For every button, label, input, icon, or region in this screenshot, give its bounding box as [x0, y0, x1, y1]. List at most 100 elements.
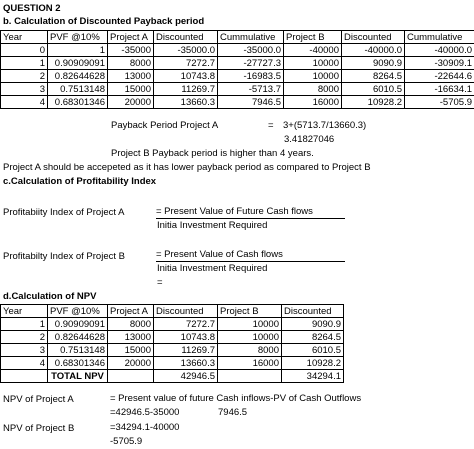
- header-cell: Discounted: [281, 304, 344, 318]
- cell-cumulative-a: -5713.7: [217, 82, 284, 96]
- cell-year: 4: [0, 95, 48, 109]
- cell-discounted-b: 8264.5: [281, 330, 344, 344]
- cell-discounted-b: 6010.5: [281, 343, 344, 357]
- header-cell: Project A: [107, 30, 154, 44]
- table-header-row: Year PVF @10% Project A Discounted Cummu…: [0, 30, 474, 44]
- cell-project-b: 10000: [217, 317, 282, 331]
- cell-cumulative-b: -30909.1: [404, 56, 474, 70]
- cell-discounted-a: 10743.8: [153, 330, 218, 344]
- question-title: QUESTION 2: [3, 3, 61, 14]
- cell-discounted-b: 8264.5: [341, 69, 405, 83]
- pi-a-denominator: Initia Investment Required: [157, 220, 268, 231]
- cell-project-a: 15000: [107, 82, 154, 96]
- table-header-row: Year PVF @10% Project A Discounted Proje…: [0, 304, 344, 318]
- cell-discounted-a: -35000.0: [153, 43, 218, 57]
- cell-pvf: 0.7513148: [47, 82, 108, 96]
- npv-formula: = Present value of future Cash inflows-P…: [110, 393, 362, 404]
- cell-year: 1: [0, 317, 48, 331]
- cell-project-b: 8000: [283, 82, 342, 96]
- cell-empty: [217, 369, 282, 383]
- table-row: 4 0.68301346 20000 13660.3 16000 10928.2: [0, 356, 344, 370]
- table-row: 0 1 -35000 -35000.0 -35000.0 -40000 -400…: [0, 43, 474, 57]
- pi-b-equals: =: [157, 277, 163, 288]
- cell-pvf: 0.82644628: [47, 69, 108, 83]
- cell-year: 4: [0, 356, 48, 370]
- header-cell: Discounted: [153, 30, 218, 44]
- cell-discounted-a: 11269.7: [153, 82, 218, 96]
- cell-cumulative-a: -27727.3: [217, 56, 284, 70]
- cell-discounted-a: 11269.7: [153, 343, 218, 357]
- project-b-payback-note: Project B Payback period is higher than …: [111, 148, 314, 159]
- cell-project-a: 13000: [107, 69, 154, 83]
- cell-project-b: 16000: [283, 95, 342, 109]
- payback-equals: =: [268, 120, 274, 131]
- cell-pvf: 0.82644628: [47, 330, 108, 344]
- cell-project-b: 10000: [283, 69, 342, 83]
- cell-year: 2: [0, 69, 48, 83]
- cell-pvf: 0.68301346: [47, 95, 108, 109]
- npv-a-label: NPV of Project A: [3, 394, 74, 405]
- cell-discounted-b: 10928.2: [341, 95, 405, 109]
- section-d-title: d.Calculation of NPV: [3, 291, 97, 302]
- cell-pvf: 0.90909091: [47, 317, 108, 331]
- cell-empty: [0, 369, 48, 383]
- cell-cumulative-b: -16634.1: [404, 82, 474, 96]
- cell-project-b: 10000: [283, 56, 342, 70]
- table-row: 3 0.7513148 15000 11269.7 8000 6010.5: [0, 343, 344, 357]
- cell-discounted-a: 7272.7: [153, 317, 218, 331]
- cell-discounted-a: 10743.8: [153, 69, 218, 83]
- cell-project-a: 13000: [107, 330, 154, 344]
- total-npv-label: TOTAL NPV: [47, 369, 108, 383]
- total-npv-a: 42946.5: [153, 369, 218, 383]
- cell-discounted-b: 9090.9: [281, 317, 344, 331]
- pi-b-label: Profitabilty Index of Project B: [3, 251, 125, 262]
- cell-cumulative-a: -16983.5: [217, 69, 284, 83]
- cell-cumulative-a: 7946.5: [217, 95, 284, 109]
- header-cell: Project A: [107, 304, 154, 318]
- header-cell: Cummulative: [217, 30, 284, 44]
- cell-discounted-a: 7272.7: [153, 56, 218, 70]
- npv-b-calc: =34294.1-40000: [110, 422, 180, 433]
- cell-project-b: 16000: [217, 356, 282, 370]
- cell-empty: [107, 369, 154, 383]
- header-cell: Discounted: [341, 30, 405, 44]
- pi-a-label: Profitabiity Index of Project A: [3, 207, 125, 218]
- cell-pvf: 1: [47, 43, 108, 57]
- header-cell: Project B: [283, 30, 342, 44]
- payback-formula: 3+(5713.7/13660.3): [283, 120, 367, 131]
- payback-conclusion: Project A should be accepeted as it has …: [3, 162, 371, 173]
- cell-cumulative-b: -22644.6: [404, 69, 474, 83]
- cell-discounted-b: 10928.2: [281, 356, 344, 370]
- header-cell: Project B: [217, 304, 282, 318]
- table-row: 2 0.82644628 13000 10743.8 -16983.5 1000…: [0, 69, 474, 83]
- cell-project-a: 8000: [107, 317, 154, 331]
- table-row: 1 0.90909091 8000 7272.7 -27727.3 10000 …: [0, 56, 474, 70]
- npv-a-calc: =42946.5-35000: [110, 407, 180, 418]
- cell-project-a: -35000: [107, 43, 154, 57]
- cell-project-a: 20000: [107, 95, 154, 109]
- cell-year: 2: [0, 330, 48, 344]
- header-cell: Year: [0, 304, 48, 318]
- cell-discounted-a: 13660.3: [153, 95, 218, 109]
- npv-a-result: 7946.5: [218, 407, 248, 418]
- section-c-title: c.Calculation of Profitability Index: [3, 176, 157, 187]
- pi-b-numerator: = Present Value of Cash flows: [156, 248, 345, 262]
- payback-label: Payback Period Project A: [111, 120, 219, 131]
- table-row: 4 0.68301346 20000 13660.3 7946.5 16000 …: [0, 95, 474, 109]
- table-row: 1 0.90909091 8000 7272.7 10000 9090.9: [0, 317, 344, 331]
- npv-b-label: NPV of Project B: [3, 423, 75, 434]
- cell-project-b: 8000: [217, 343, 282, 357]
- cell-cumulative-b: -5705.9: [404, 95, 474, 109]
- cell-discounted-b: -40000.0: [341, 43, 405, 57]
- section-b-title: b. Calculation of Discounted Payback per…: [3, 16, 205, 27]
- header-cell: Cummulative: [404, 30, 474, 44]
- total-row: TOTAL NPV 42946.5 34294.1: [0, 369, 344, 383]
- cell-year: 3: [0, 343, 48, 357]
- header-cell: Discounted: [153, 304, 218, 318]
- pi-b-denominator: Initia Investment Required: [157, 263, 268, 274]
- cell-pvf: 0.90909091: [47, 56, 108, 70]
- cell-project-a: 8000: [107, 56, 154, 70]
- cell-project-a: 20000: [107, 356, 154, 370]
- cell-year: 1: [0, 56, 48, 70]
